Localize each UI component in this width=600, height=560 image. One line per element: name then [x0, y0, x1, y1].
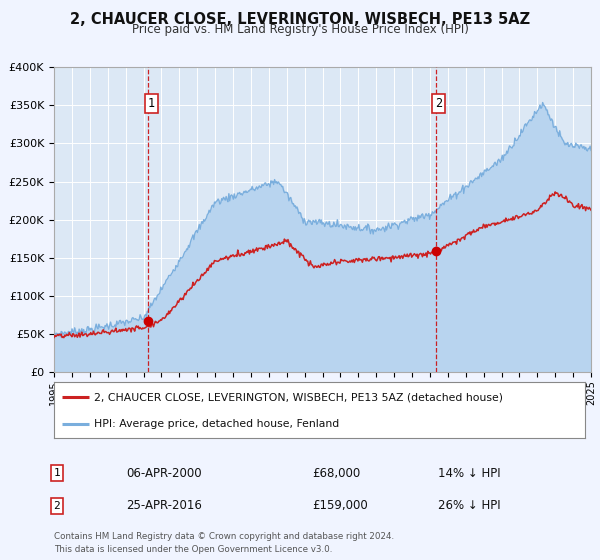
- Text: £159,000: £159,000: [312, 499, 368, 512]
- Text: 2, CHAUCER CLOSE, LEVERINGTON, WISBECH, PE13 5AZ: 2, CHAUCER CLOSE, LEVERINGTON, WISBECH, …: [70, 12, 530, 26]
- Text: 2, CHAUCER CLOSE, LEVERINGTON, WISBECH, PE13 5AZ (detached house): 2, CHAUCER CLOSE, LEVERINGTON, WISBECH, …: [94, 392, 503, 402]
- Text: Contains HM Land Registry data © Crown copyright and database right 2024.
This d: Contains HM Land Registry data © Crown c…: [54, 533, 394, 554]
- Text: 25-APR-2016: 25-APR-2016: [126, 499, 202, 512]
- Text: 2: 2: [435, 97, 442, 110]
- Text: 1: 1: [53, 468, 61, 478]
- Text: 2: 2: [53, 501, 61, 511]
- Text: 14% ↓ HPI: 14% ↓ HPI: [438, 466, 500, 480]
- Text: HPI: Average price, detached house, Fenland: HPI: Average price, detached house, Fenl…: [94, 419, 339, 429]
- Text: 1: 1: [148, 97, 155, 110]
- Text: Price paid vs. HM Land Registry's House Price Index (HPI): Price paid vs. HM Land Registry's House …: [131, 23, 469, 36]
- Text: £68,000: £68,000: [312, 466, 360, 480]
- Text: 06-APR-2000: 06-APR-2000: [126, 466, 202, 480]
- Text: 26% ↓ HPI: 26% ↓ HPI: [438, 499, 500, 512]
